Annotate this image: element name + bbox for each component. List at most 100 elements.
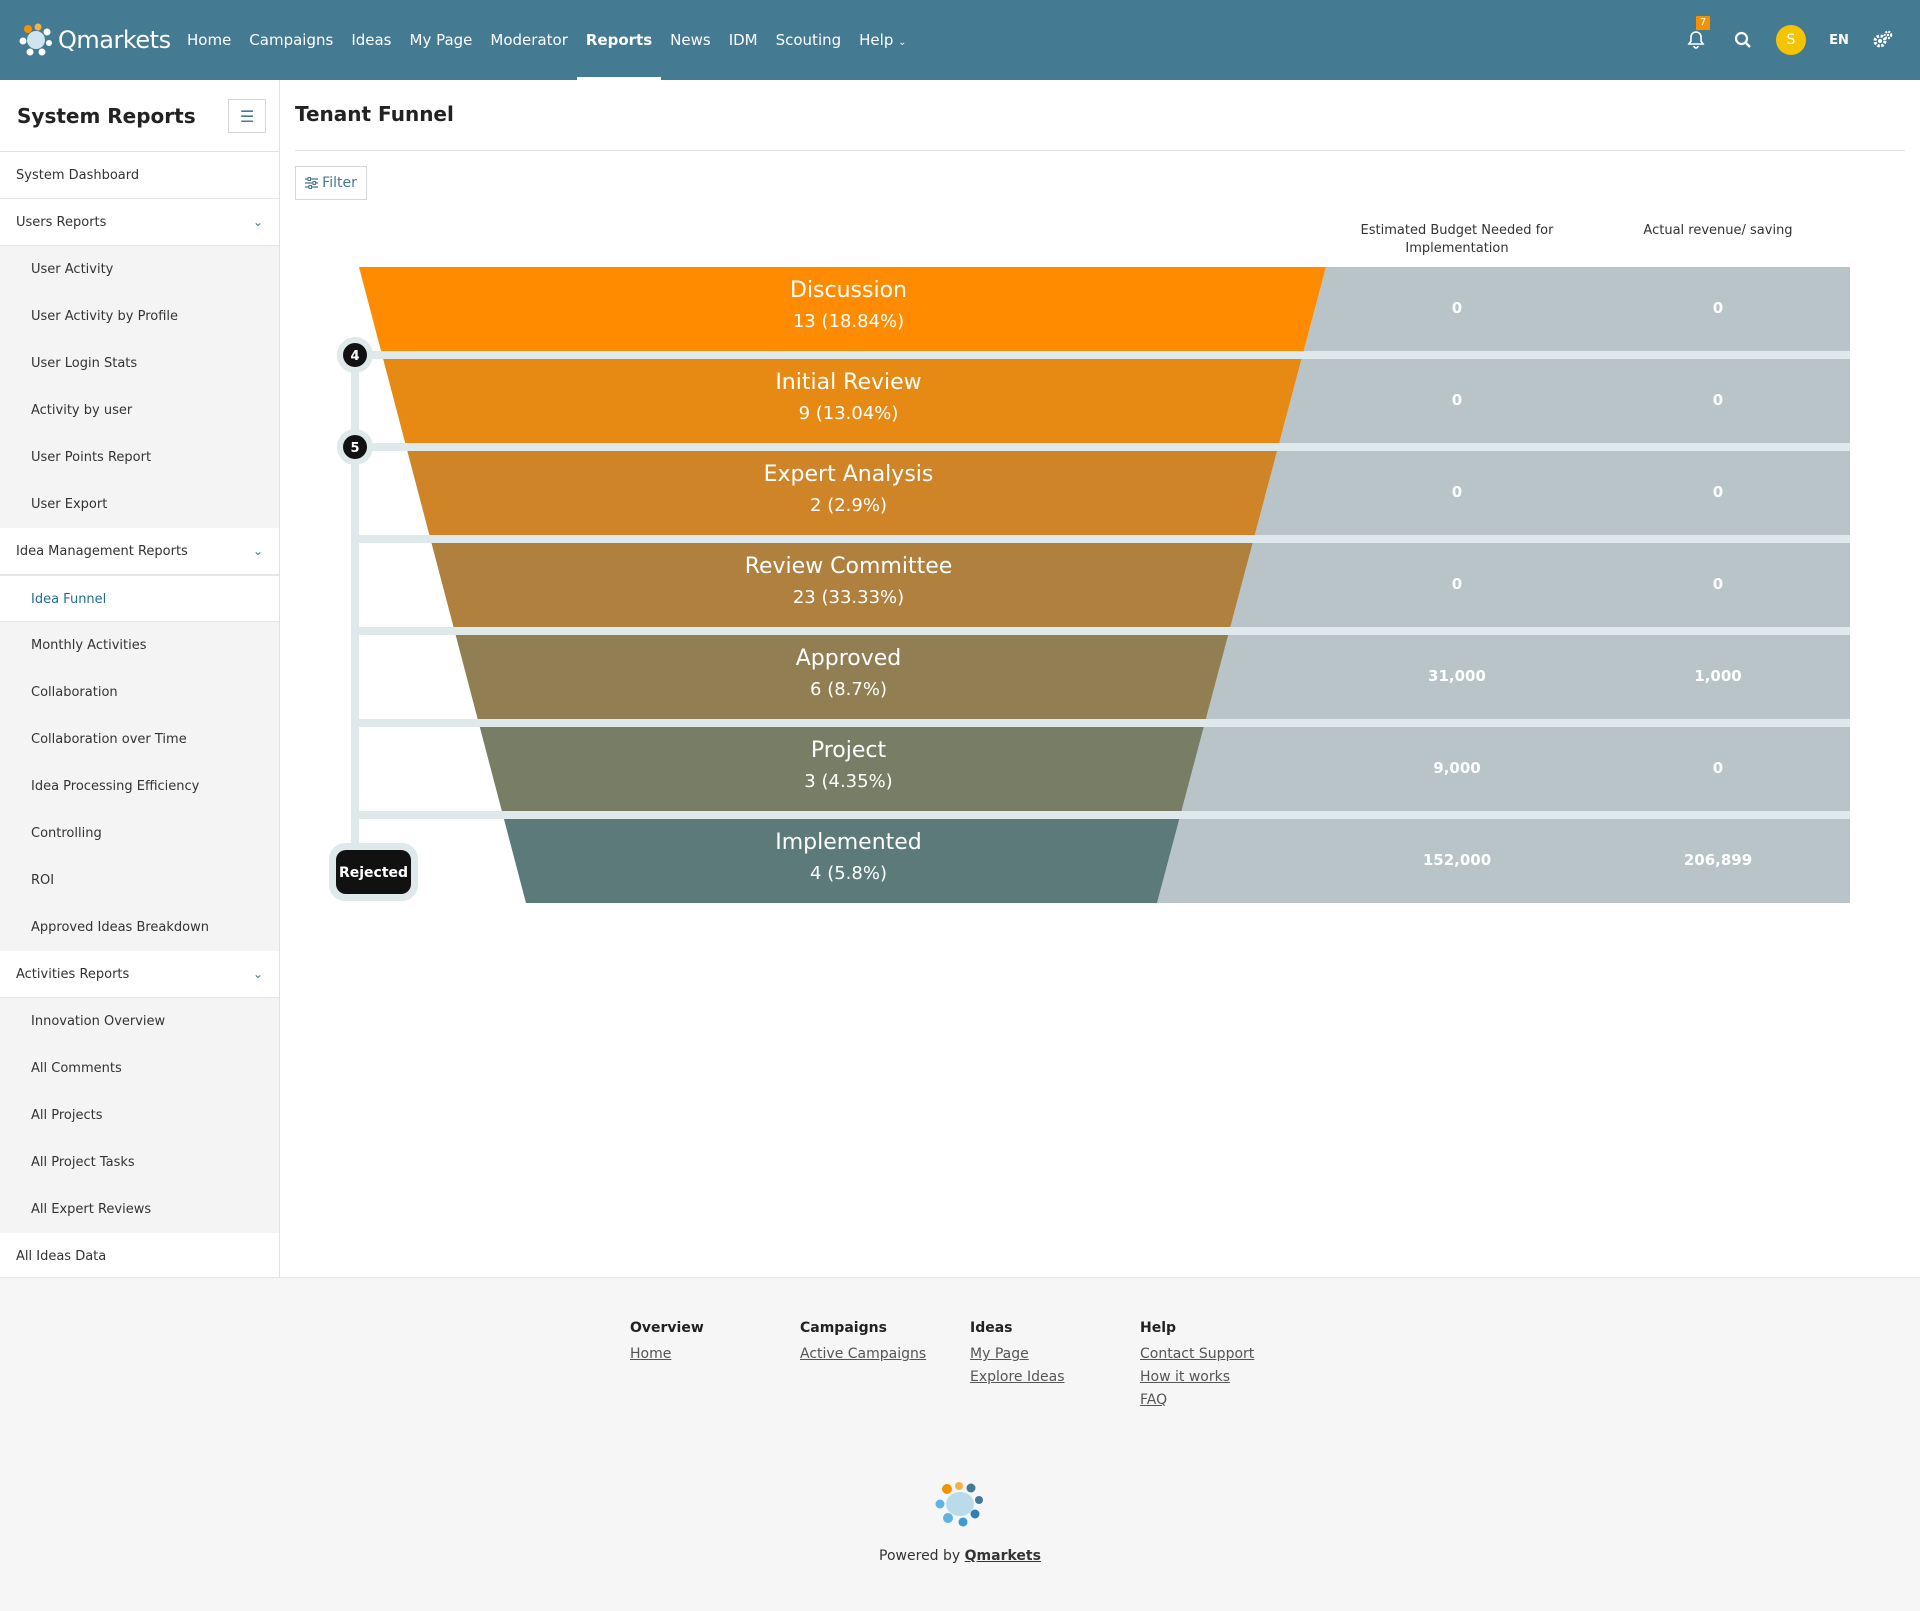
filter-label: Filter [322, 175, 357, 191]
footer-link-contact-support[interactable]: Contact Support [1140, 1346, 1255, 1362]
stage-separator [355, 351, 1850, 359]
stage-separator [355, 535, 1850, 543]
sidebar-item-roi[interactable]: ROI [31, 873, 55, 888]
stage-name-discussion: Discussion [790, 278, 907, 303]
sidebar-item-user-activity-by-profile[interactable]: User Activity by Profile [31, 309, 179, 324]
footer-heading: Ideas [970, 1320, 1013, 1336]
footer-link-home[interactable]: Home [630, 1346, 672, 1362]
nav-reports[interactable]: Reports [576, 0, 662, 80]
sidebar-item-all-ideas-data[interactable]: All Ideas Data [0, 1233, 279, 1280]
footer-link-how-it-works[interactable]: How it works [1140, 1369, 1230, 1385]
stage-values-band-approved [1205, 635, 1850, 719]
sidebar-item-controlling[interactable]: Controlling [31, 826, 102, 841]
funnel-stage-discussion[interactable] [359, 267, 1326, 351]
stage-revenue-discussion: 0 [1713, 299, 1723, 317]
sidebar-item-activity-by-user[interactable]: Activity by user [31, 403, 133, 418]
funnel-stage-expert-analysis[interactable] [407, 451, 1278, 535]
footer-link-my-page[interactable]: My Page [970, 1346, 1029, 1362]
sidebar-item-user-points-report[interactable]: User Points Report [31, 450, 152, 465]
chevron-down-icon: ⌄ [252, 215, 263, 229]
sidebar-item-all-projects[interactable]: All Projects [31, 1108, 103, 1123]
nav-help-label: Help [859, 31, 894, 49]
funnel-stage-review-committee[interactable] [431, 543, 1253, 627]
sidebar-item-all-expert-reviews[interactable]: All Expert Reviews [31, 1202, 152, 1217]
sidebar-item-user-export[interactable]: User Export [31, 497, 108, 512]
sidebar-item-collaboration[interactable]: Collaboration [31, 685, 118, 700]
sidebar-item-approved-ideas-breakdown[interactable]: Approved Ideas Breakdown [31, 920, 209, 935]
sidebar-header: System Reports ☰ [0, 80, 279, 152]
rejected-marker-2[interactable] [343, 435, 367, 459]
top-navbar: Qmarkets Home Campaigns Ideas My Page Mo… [0, 0, 1920, 80]
sidebar-item-innovation-overview[interactable]: Innovation Overview [31, 1014, 166, 1029]
sidebar-item-collaboration-over-time[interactable]: Collaboration over Time [31, 732, 187, 747]
sidebar-item-users-reports[interactable]: Users Reports ⌄ [0, 199, 279, 246]
sidebar-item-idea-management-reports[interactable]: Idea Management Reports ⌄ [0, 528, 279, 575]
funnel-stage-implemented[interactable] [503, 819, 1180, 903]
funnel-stage-project[interactable] [479, 727, 1204, 811]
sidebar-item-all-project-tasks[interactable]: All Project Tasks [31, 1155, 135, 1170]
nav-my-page[interactable]: My Page [409, 31, 473, 49]
settings-button[interactable] [1865, 22, 1901, 58]
rejected-marker-count: 4 [350, 349, 359, 364]
divider [295, 150, 1905, 151]
nav-help[interactable]: Help ⌄ [850, 0, 915, 80]
sidebar-item-system-dashboard[interactable]: System Dashboard [0, 152, 279, 199]
nav-news[interactable]: News [670, 31, 711, 49]
sidebar-item-activities-reports[interactable]: Activities Reports ⌄ [0, 951, 279, 998]
funnel-stage-initial-review[interactable] [383, 359, 1302, 443]
page-title: Tenant Funnel [295, 102, 454, 126]
footer-column-ideas: Ideas My Page Explore Ideas [970, 1320, 1065, 1392]
sidebar-item-monthly-activities[interactable]: Monthly Activities [31, 638, 147, 653]
sidebar-item-user-login-stats[interactable]: User Login Stats [31, 356, 138, 371]
notification-count-badge: 7 [1696, 16, 1710, 30]
search-button[interactable] [1725, 22, 1761, 58]
qmarkets-logo-icon [935, 1482, 983, 1527]
stage-budget-expert-analysis: 0 [1452, 483, 1462, 501]
footer-heading: Help [1140, 1320, 1177, 1336]
sidebar-toggle-button[interactable]: ☰ [228, 99, 266, 133]
footer-column-help: Help Contact Support How it works FAQ [1140, 1320, 1254, 1415]
sliders-icon [305, 177, 319, 189]
nav-idm[interactable]: IDM [728, 31, 758, 49]
stage-values-band-implemented [1157, 819, 1850, 903]
powered-by-link[interactable]: Qmarkets [964, 1548, 1041, 1564]
stage-budget-initial-review: 0 [1452, 391, 1462, 409]
stage-separator [355, 719, 1850, 727]
nav-ideas[interactable]: Ideas [351, 31, 392, 49]
stage-budget-project: 9,000 [1433, 759, 1480, 777]
notifications-button[interactable]: 7 [1678, 16, 1714, 58]
footer: Overview Home Campaigns Active Campaigns… [0, 1277, 1920, 1611]
stage-name-initial-review: Initial Review [775, 370, 921, 395]
filter-button[interactable]: Filter [295, 166, 367, 200]
nav-moderator[interactable]: Moderator [490, 31, 568, 49]
nav-campaigns[interactable]: Campaigns [249, 31, 334, 49]
stage-revenue-initial-review: 0 [1713, 391, 1723, 409]
sidebar-item-idea-funnel[interactable]: Idea Funnel [0, 575, 279, 622]
sidebar-item-user-activity[interactable]: User Activity [31, 262, 114, 277]
user-menu-button[interactable]: S [1773, 22, 1809, 58]
stage-values-band-expert-analysis [1254, 451, 1850, 535]
sidebar-title: System Reports [17, 103, 196, 128]
rejected-marker-1[interactable] [343, 343, 367, 367]
brand-logo[interactable]: Qmarkets [18, 22, 171, 58]
stage-revenue-approved: 1,000 [1694, 667, 1741, 685]
sidebar-item-idea-processing-efficiency[interactable]: Idea Processing Efficiency [31, 779, 200, 794]
rejected-button[interactable] [336, 850, 411, 894]
qmarkets-logo-icon [19, 23, 52, 56]
footer-link-active-campaigns[interactable]: Active Campaigns [800, 1346, 927, 1362]
stage-separator [355, 443, 1850, 451]
stage-name-expert-analysis: Expert Analysis [764, 462, 934, 487]
footer-link-explore-ideas[interactable]: Explore Ideas [970, 1369, 1065, 1385]
hamburger-icon: ☰ [239, 106, 255, 126]
stage-separator [355, 627, 1850, 635]
stage-budget-implemented: 152,000 [1423, 851, 1491, 869]
sidebar-item-all-comments[interactable]: All Comments [31, 1061, 122, 1076]
rejected-label: Rejected [339, 865, 408, 881]
bell-icon [1687, 31, 1705, 49]
funnel-stage-approved[interactable] [455, 635, 1229, 719]
nav-scouting[interactable]: Scouting [775, 31, 842, 49]
language-selector[interactable]: EN [1829, 32, 1849, 48]
stage-separator [355, 811, 1850, 819]
nav-home[interactable]: Home [187, 31, 232, 49]
footer-link-faq[interactable]: FAQ [1140, 1392, 1168, 1408]
